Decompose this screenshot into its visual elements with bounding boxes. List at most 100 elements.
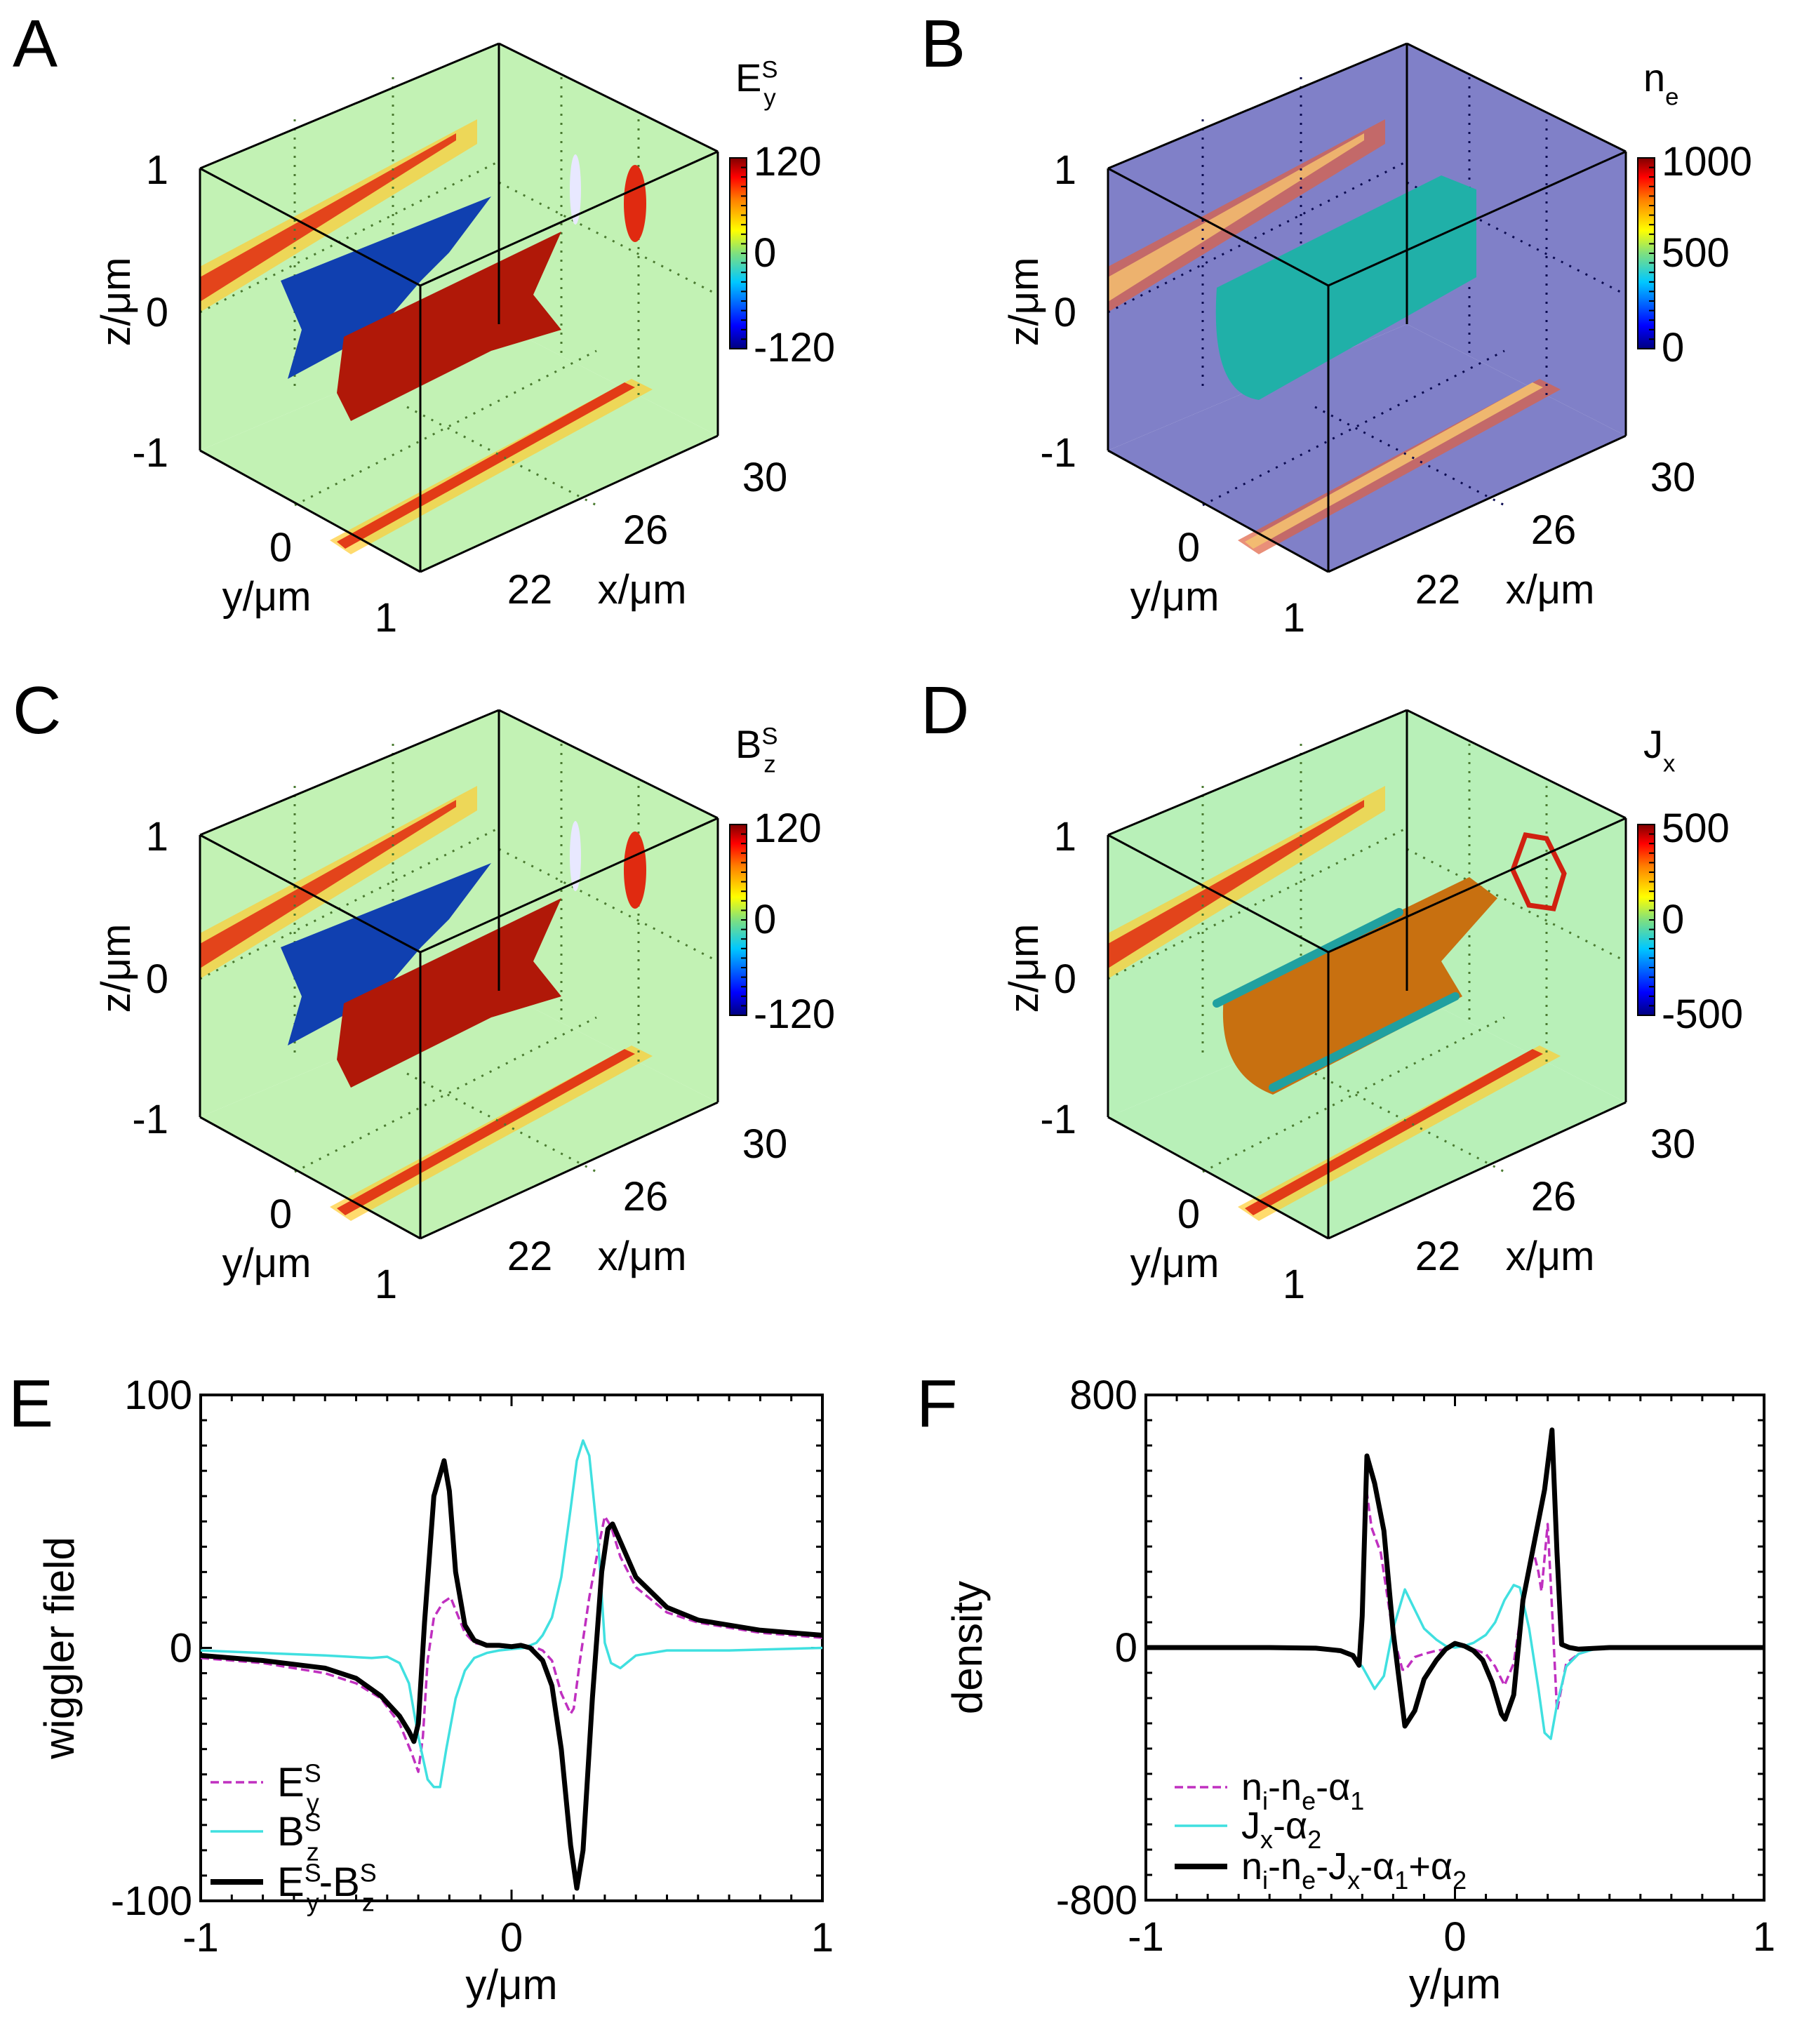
x-tick-label: -1 [182,1915,219,1960]
chart-f: -1 0 1 800 0 -800 y/μm density Fni-ne-α1Jx-α2ni-… [916,1366,1775,2008]
x-axis-label: y/μm [465,1961,557,2008]
cube-edge [199,709,500,836]
z-tick-label: 0 [1054,956,1076,1002]
colorbar-min-label: 0 [1662,325,1684,370]
cube-edge [1107,42,1408,170]
x-axis-label: x/μm [598,1234,687,1279]
z-axis-label: z/μm [93,258,139,347]
y-tick-label: 1 [1283,1262,1305,1307]
y-tick-label: 0 [1177,1191,1200,1237]
cube-edge [199,449,421,573]
channel-isosurface [1215,175,1476,400]
colorbar-mid-label: 0 [1662,897,1684,942]
floor-field-core [1245,382,1543,549]
grid-line [1107,160,1408,314]
x-tick-label: 26 [1531,507,1577,553]
panel-c: C 1 0 -1 z/μm 0 1 y/μm 22 26 30 x/μm 120 0 -120 BS z [0,667,908,1326]
floor-field-core [337,382,635,549]
grid-line [1202,1016,1505,1173]
y-tick-label: 1 [375,595,397,641]
colorbar-title: ne [1643,55,1678,111]
panel-letter: E [8,1366,53,1441]
x-tick-label: 26 [623,1174,669,1220]
series-line-0 [1146,1491,1764,1712]
series-line-0 [200,1515,823,1773]
floor-field-core [337,1049,635,1215]
y-tick-label: 0 [170,1626,192,1671]
colorbar-mid-label: 0 [754,897,776,942]
z-axis-label: z/μm [93,924,139,1013]
z-tick-label: 1 [1054,147,1076,193]
z-axis-label: z/μm [1001,924,1047,1013]
y-tick-label: 800 [1069,1372,1137,1418]
isosurface-positive [337,898,561,1088]
cube-edge [1328,1101,1627,1240]
legend-label-2: ni-ne-Jx-α1+α2 [1241,1845,1467,1895]
colorbar-mid-label: 500 [1662,230,1730,276]
x-tick-label: 22 [1415,567,1461,613]
colorbar-title: BS z [735,722,778,778]
legend-label-1: Jx-α2 [1241,1805,1321,1854]
cube-edge [1107,834,1329,954]
x-tick-label: 30 [742,1121,788,1167]
legend-label-2: ES y-BS z [277,1859,377,1917]
x-tick-label: 22 [507,1234,553,1279]
cube-edge [1406,709,1627,820]
x-tick-label: 1 [811,1915,834,1960]
floor-plane [1108,324,1626,572]
y-axis-label: y/μm [1130,574,1220,620]
series-line-1 [1146,1584,1764,1740]
grid-line [199,827,500,980]
wall-field-core [200,800,456,968]
back-right-wall [499,710,718,1102]
cube-edge [1328,817,1627,954]
z-tick-label: -1 [132,1097,168,1142]
wall-field-core [1108,133,1364,302]
grid-line [1202,349,1505,507]
colorbar-min-label: -120 [754,325,835,370]
x-axis-label: x/μm [1506,567,1595,613]
y-tick-label: 100 [124,1372,192,1418]
floor-plane [1108,991,1626,1238]
colorbar-max-label: 1000 [1662,139,1752,185]
cube-edge [199,1116,421,1240]
x-tick-label: 0 [1443,1914,1466,1960]
grid-line [1107,827,1408,980]
colorbar-mid-label: 0 [754,230,776,276]
panel-letter: A [13,6,58,81]
z-tick-label: 1 [146,147,168,193]
legend-label-0: ni-ne-α1 [1241,1766,1364,1815]
x-tick-label: 30 [742,455,788,500]
cube-edge [420,150,719,287]
y-tick-label: 0 [269,525,292,570]
panel-letter: B [921,6,966,81]
x-tick-label: 30 [1650,455,1696,500]
current-isosurface [1222,877,1497,1095]
cube-edge [199,834,421,954]
isosurface-negative [281,863,491,1046]
back-right-wall [1407,710,1626,1102]
colorbar-min-label: -120 [754,991,835,1037]
y-tick-label: -800 [1056,1878,1137,1923]
y-tick-label: 1 [375,1262,397,1307]
y-axis-label: y/μm [1130,1241,1220,1286]
cube-edge [1107,1116,1329,1240]
z-tick-label: -1 [132,430,168,476]
cube-edge [1107,449,1329,573]
colorbar-min-label: -500 [1662,991,1743,1037]
panel-d: D 1 0 -1 z/μm 0 1 y/μm 22 26 30 x/μm 500 0 -500 Jx [908,667,1816,1326]
grid-line [294,349,597,507]
wall-field-arc-light [570,821,581,891]
cube-edge [199,167,421,287]
cube-edge [1328,150,1627,287]
colorbar-max-label: 120 [754,806,822,851]
colorbar-title: ES y [735,55,778,112]
x-axis-label: x/μm [1506,1234,1595,1279]
x-tick-label: -1 [1128,1914,1164,1960]
floor-plane [200,324,718,572]
y-axis-label: y/μm [222,574,312,620]
panel-b: B 1 0 -1 z/μm 0 1 y/μm 22 26 30 x/μm 1000 500 0 ne [908,0,1816,660]
isosurface-positive [337,232,561,421]
